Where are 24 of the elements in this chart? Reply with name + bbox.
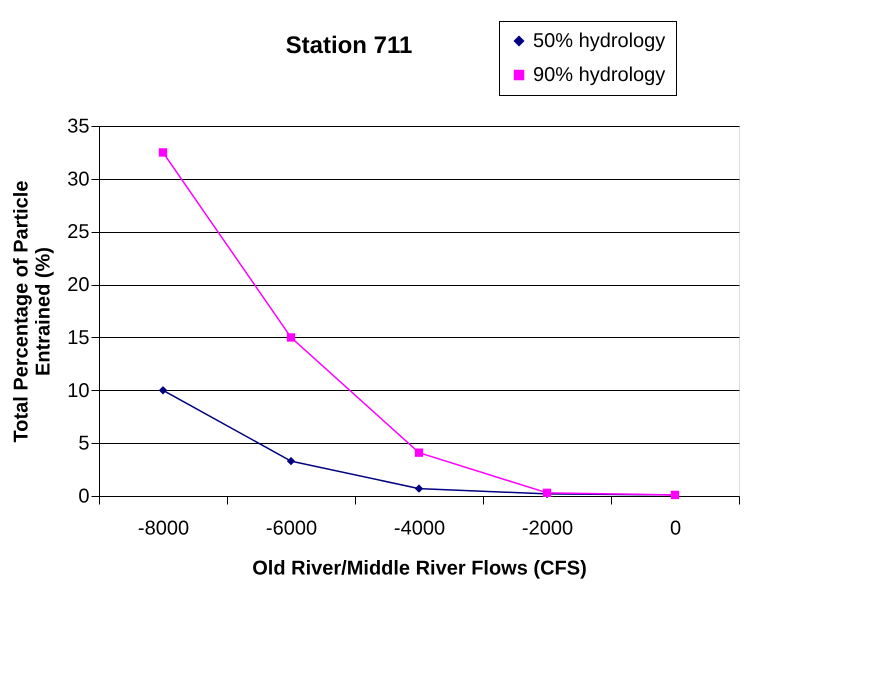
x-tick-label: -8000 <box>138 518 190 540</box>
y-tick-label: 35 <box>67 116 90 138</box>
y-tick-label: 10 <box>67 380 90 402</box>
point <box>286 333 296 342</box>
x-tick-label: -4000 <box>394 518 446 540</box>
point <box>414 484 424 493</box>
x-tick-label: 0 <box>670 518 682 540</box>
y-tick-label: 20 <box>67 274 90 296</box>
y-tick-label: 30 <box>67 168 90 190</box>
y-tick-label: 25 <box>67 221 90 244</box>
point <box>158 148 168 157</box>
point <box>414 448 424 457</box>
y-tick-label: 5 <box>78 432 90 455</box>
chart-title: Station 711 <box>286 32 412 59</box>
point <box>158 386 168 394</box>
legend-label: 50% hydrology <box>533 30 666 52</box>
x-tick-label: -2000 <box>522 518 574 540</box>
legend-label: 90% hydrology <box>533 64 666 86</box>
point <box>286 456 296 466</box>
y-axis-title: Total Percentage of Particle Entrained (%) <box>10 180 54 442</box>
x-tick-label: -6000 <box>266 518 318 540</box>
y-tick-label: 0 <box>78 486 90 508</box>
y-tick-label: 15 <box>67 326 90 349</box>
x-axis-title: Old River/Middle River Flows (CFS) <box>252 558 587 580</box>
